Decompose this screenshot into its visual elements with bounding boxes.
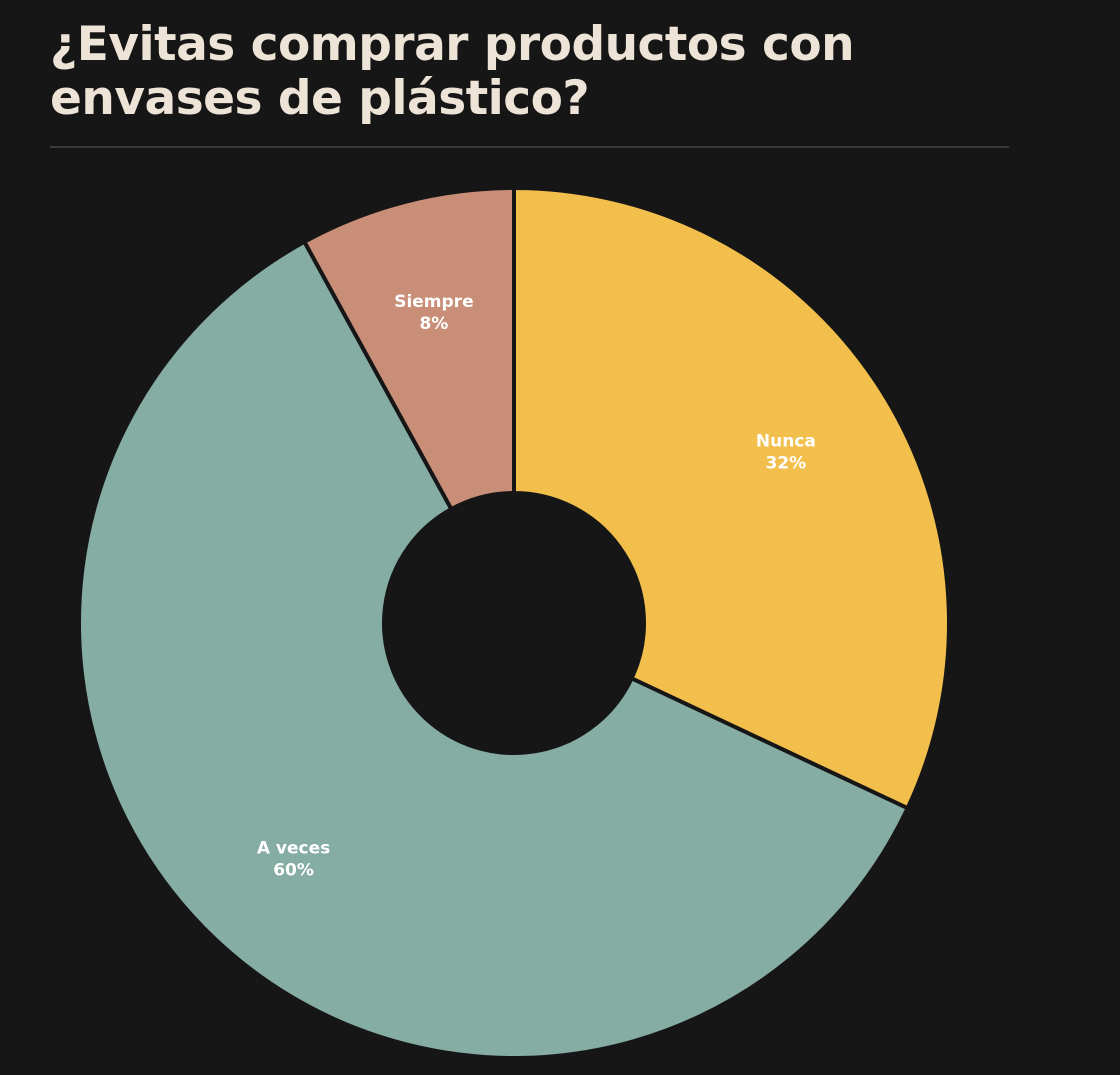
slice-label: A veces 60% (257, 839, 330, 881)
donut-labels: Nunca 32% A veces 60% Siempre 8% (257, 292, 816, 881)
donut-slices (77, 186, 951, 1060)
slice-label: Nunca 32% (756, 431, 816, 473)
chart-title: ¿Evitas comprar productos con envases de… (50, 17, 855, 126)
slice-siempre (302, 186, 516, 512)
slice-label-value: 60% (273, 861, 314, 881)
slice-label-value: 8% (419, 314, 448, 334)
slice-label-value: 32% (766, 453, 807, 473)
slice-a-veces (77, 239, 910, 1060)
slice-label-name: A veces (257, 839, 330, 859)
slice-label-name: Siempre (394, 292, 473, 312)
title-divider (50, 146, 1009, 148)
slice-label: Siempre 8% (394, 292, 473, 334)
slice-nunca (512, 186, 951, 811)
slice-label-name: Nunca (756, 431, 816, 451)
